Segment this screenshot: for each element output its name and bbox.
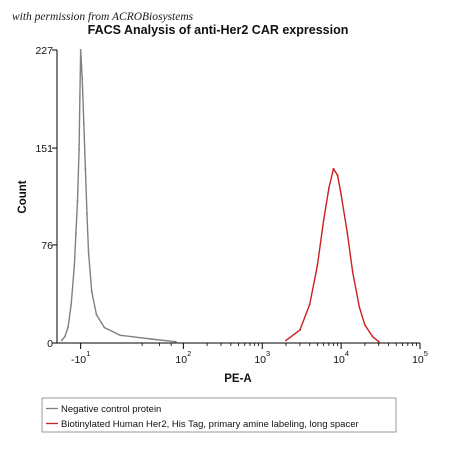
negative-control-point <box>103 326 106 329</box>
negative-control-point <box>63 335 66 338</box>
her2-point <box>308 303 311 306</box>
negative-control-point <box>86 213 88 215</box>
her2-point <box>340 193 343 196</box>
x-axis-label: PE-A <box>224 373 251 385</box>
series-layer <box>60 49 380 343</box>
her2-point <box>332 167 335 170</box>
her2-point <box>371 335 374 338</box>
negative-control-point <box>75 232 77 235</box>
legend-label-negative: Negative control protein <box>61 404 161 415</box>
y-tick-label: 151 <box>35 143 53 155</box>
her2-point <box>346 232 349 235</box>
negative-control-point <box>151 338 153 341</box>
negative-control-point <box>76 200 79 202</box>
her2-point <box>377 340 380 343</box>
negative-control-point <box>87 251 90 254</box>
x-tick-label: 102 <box>175 349 191 366</box>
her2-point <box>285 339 287 342</box>
her2-point <box>336 174 339 177</box>
her2-point <box>358 305 361 308</box>
y-tick-label: 0 <box>47 338 53 350</box>
negative-control-point <box>90 290 93 293</box>
negative-control-point <box>67 326 69 329</box>
her2-point <box>322 219 325 222</box>
negative-control-point <box>81 77 84 80</box>
negative-control-point <box>60 339 63 342</box>
chart-axes: 0 76 151 227 -101 102 103 104 105 <box>35 45 427 366</box>
her2-point <box>328 187 330 190</box>
y-tick-label: 227 <box>35 45 53 57</box>
negative-control-point <box>82 122 85 125</box>
x-tick-label: 105 <box>412 349 428 366</box>
legend-label-sample: Biotinylated Human Her2, His Tag, primar… <box>61 419 359 430</box>
negative-control-point <box>84 167 87 170</box>
her2-point <box>351 271 354 273</box>
watermark-text: with permission from ACROBiosystems <box>12 11 194 23</box>
y-axis-label: Count <box>17 180 29 213</box>
negative-control-point <box>73 264 76 267</box>
negative-control-point <box>78 96 81 99</box>
negative-control-point <box>78 148 80 151</box>
her2-point <box>316 264 319 267</box>
negative-control-point <box>95 313 98 316</box>
y-tick-label: 76 <box>41 240 53 252</box>
series-her2-line <box>285 168 380 343</box>
x-tick-label: -101 <box>71 349 90 366</box>
negative-control-point <box>79 49 82 51</box>
chart-title: FACS Analysis of anti-Her2 CAR expressio… <box>88 23 349 37</box>
her2-point <box>298 329 301 331</box>
legend-box <box>41 397 397 433</box>
negative-control-point <box>70 303 73 306</box>
legend: Negative control protein Biotinylated Hu… <box>41 397 397 433</box>
negative-control-point <box>174 340 177 343</box>
her2-point <box>363 324 366 326</box>
x-tick-label: 103 <box>254 349 270 366</box>
x-tick-label: 104 <box>333 349 349 366</box>
negative-control-point <box>119 334 121 337</box>
series-negative-control-line <box>61 49 176 343</box>
